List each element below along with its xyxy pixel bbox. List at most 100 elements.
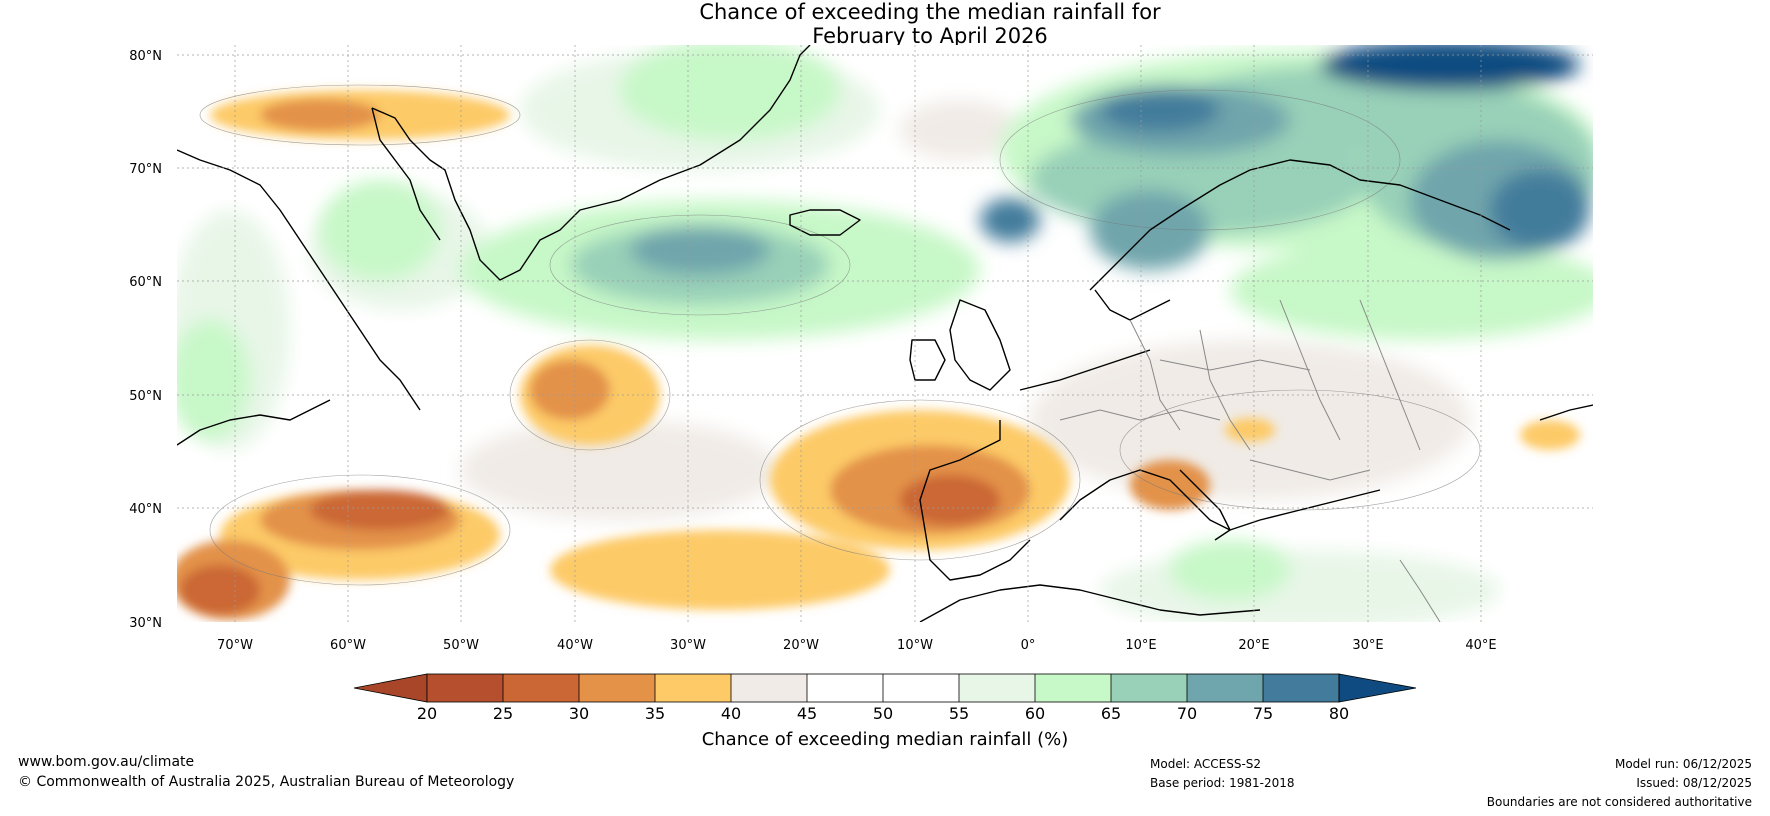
colorbar-segment-25-30 (503, 674, 579, 702)
dry-greenland-nw-core (260, 99, 380, 131)
lon-label-20w: 20°W (783, 638, 819, 653)
lon-label-40e: 40°E (1465, 638, 1496, 653)
colorbar-segment-20-25 (427, 674, 503, 702)
wet-russia-core (1490, 170, 1590, 250)
lon-label-30w: 30°W (670, 638, 706, 653)
wet-field-layer (177, 45, 1593, 600)
title-line-1: Chance of exceeding the median rainfall … (699, 0, 1161, 24)
dry-nw-atlantic-core (310, 490, 450, 530)
lon-label-60w: 60°W (330, 638, 366, 653)
iceland-coast (789, 209, 861, 236)
lon-label-30e: 30°E (1352, 638, 1383, 653)
dry-labrador-core (530, 360, 610, 420)
north-africa-coast (919, 584, 1261, 622)
lon-label-50w: 50°W (443, 638, 479, 653)
colorbar: 20 25 30 35 40 45 50 55 60 65 70 75 80 C… (353, 673, 1417, 750)
canada-coast (177, 149, 421, 411)
colorbar-tick-50: 50 (873, 704, 893, 723)
iberia-coast (919, 420, 1031, 581)
colorbar-segment-65-70 (1111, 674, 1187, 702)
footer-base-period: Base period: 1981-2018 (1150, 776, 1295, 790)
lat-label-80: 80°N (129, 49, 162, 64)
colorbar-tick-65: 65 (1101, 704, 1121, 723)
chart-title: Chance of exceeding the median rainfall … (0, 0, 1770, 48)
dry-turkey (1520, 420, 1580, 450)
title-line-2: February to April 2026 (812, 24, 1048, 48)
colorbar-label: Chance of exceeding median rainfall (%) (702, 729, 1069, 750)
gridlines (177, 45, 1593, 622)
footer-disclaimer: Boundaries are not considered authoritat… (1486, 795, 1752, 809)
colorbar-tick-80: 80 (1329, 704, 1349, 723)
lon-label-10w: 10°W (897, 638, 933, 653)
lon-label-0: 0° (1021, 638, 1036, 653)
newfoundland-coast (177, 399, 331, 446)
lon-label-40w: 40°W (557, 638, 593, 653)
colorbar-segment-40-45 (731, 674, 807, 702)
greenland-coast (371, 45, 811, 281)
greenland-west (371, 107, 441, 241)
lon-label-70w: 70°W (217, 638, 253, 653)
colorbar-segment-75-80 (1263, 674, 1339, 702)
lat-label-30: 30°N (129, 616, 162, 631)
colorbar-segment-35-40 (655, 674, 731, 702)
dry-field-layer (177, 90, 1580, 620)
colorbar-tick-30: 30 (569, 704, 589, 723)
wet-core-spot (980, 198, 1040, 242)
field-mid-atlantic-beige (460, 420, 780, 520)
colorbar-left-arrow (353, 673, 428, 703)
med-north-coast (1059, 469, 1381, 531)
wet-norwegian-core (1100, 88, 1220, 132)
colorbar-segment-70-75 (1187, 674, 1263, 702)
colorbar-segment-60-65 (1035, 674, 1111, 702)
country-borders (1059, 299, 1441, 622)
dry-balkans (1225, 418, 1275, 442)
italy-coast (1179, 469, 1231, 541)
wet-denmark-strait (320, 180, 440, 280)
wet-greenland-sea (620, 45, 840, 140)
colorbar-segment-55-60 (959, 674, 1035, 702)
footer-model: Model: ACCESS-S2 (1150, 757, 1262, 771)
wet-baltic (1230, 240, 1593, 340)
colorbar-tick-40: 40 (721, 704, 741, 723)
colorbar-segment-45-50 (807, 674, 883, 702)
field-beige-spot (900, 100, 1020, 160)
colorbar-tick-25: 25 (493, 704, 513, 723)
lat-label-60: 60°N (129, 275, 162, 290)
wet-atlantic-core (630, 225, 770, 275)
footer-model-run: Model run: 06/12/2025 (1614, 757, 1752, 771)
footer-issued: Issued: 08/12/2025 (1636, 776, 1752, 790)
colorbar-tick-60: 60 (1025, 704, 1045, 723)
great-britain-coast (949, 299, 1011, 391)
colorbar-tick-45: 45 (797, 704, 817, 723)
latitude-axis: 80°N 70°N 60°N 50°N 40°N 30°N (129, 49, 162, 631)
longitude-axis: 70°W 60°W 50°W 40°W 30°W 20°W 10°W 0° 10… (217, 638, 1497, 653)
wet-west-edge (177, 320, 250, 440)
lat-label-50: 50°N (129, 389, 162, 404)
wet-barents-core (1320, 45, 1580, 90)
turkey-coast (1539, 404, 1593, 421)
colorbar-tick-55: 55 (949, 704, 969, 723)
lat-label-70: 70°N (129, 162, 162, 177)
colorbar-tick-70: 70 (1177, 704, 1197, 723)
france-north-coast (1019, 349, 1151, 391)
map-panel (177, 45, 1593, 622)
wet-east-med (1170, 540, 1290, 600)
scandinavia-coast (1089, 159, 1511, 291)
colorbar-segment-50-55 (883, 674, 959, 702)
dry-sw-core (180, 565, 260, 615)
colorbar-right-arrow (1338, 673, 1417, 703)
colorbar-tick-35: 35 (645, 704, 665, 723)
colorbar-dividers (502, 674, 1264, 702)
dry-italy (1130, 460, 1210, 510)
lon-label-20e: 20°E (1238, 638, 1269, 653)
field-north-africa (1100, 550, 1500, 622)
footer-copyright: © Commonwealth of Australia 2025, Austra… (18, 774, 515, 790)
dry-iberia-core (900, 475, 1000, 525)
footer-website: www.bom.gov.au/climate (18, 754, 195, 770)
colorbar-tick-20: 20 (417, 704, 437, 723)
colorbar-tick-75: 75 (1253, 704, 1273, 723)
ireland-coast (909, 339, 946, 381)
lon-label-10e: 10°E (1125, 638, 1156, 653)
dry-subtropical (550, 530, 890, 610)
